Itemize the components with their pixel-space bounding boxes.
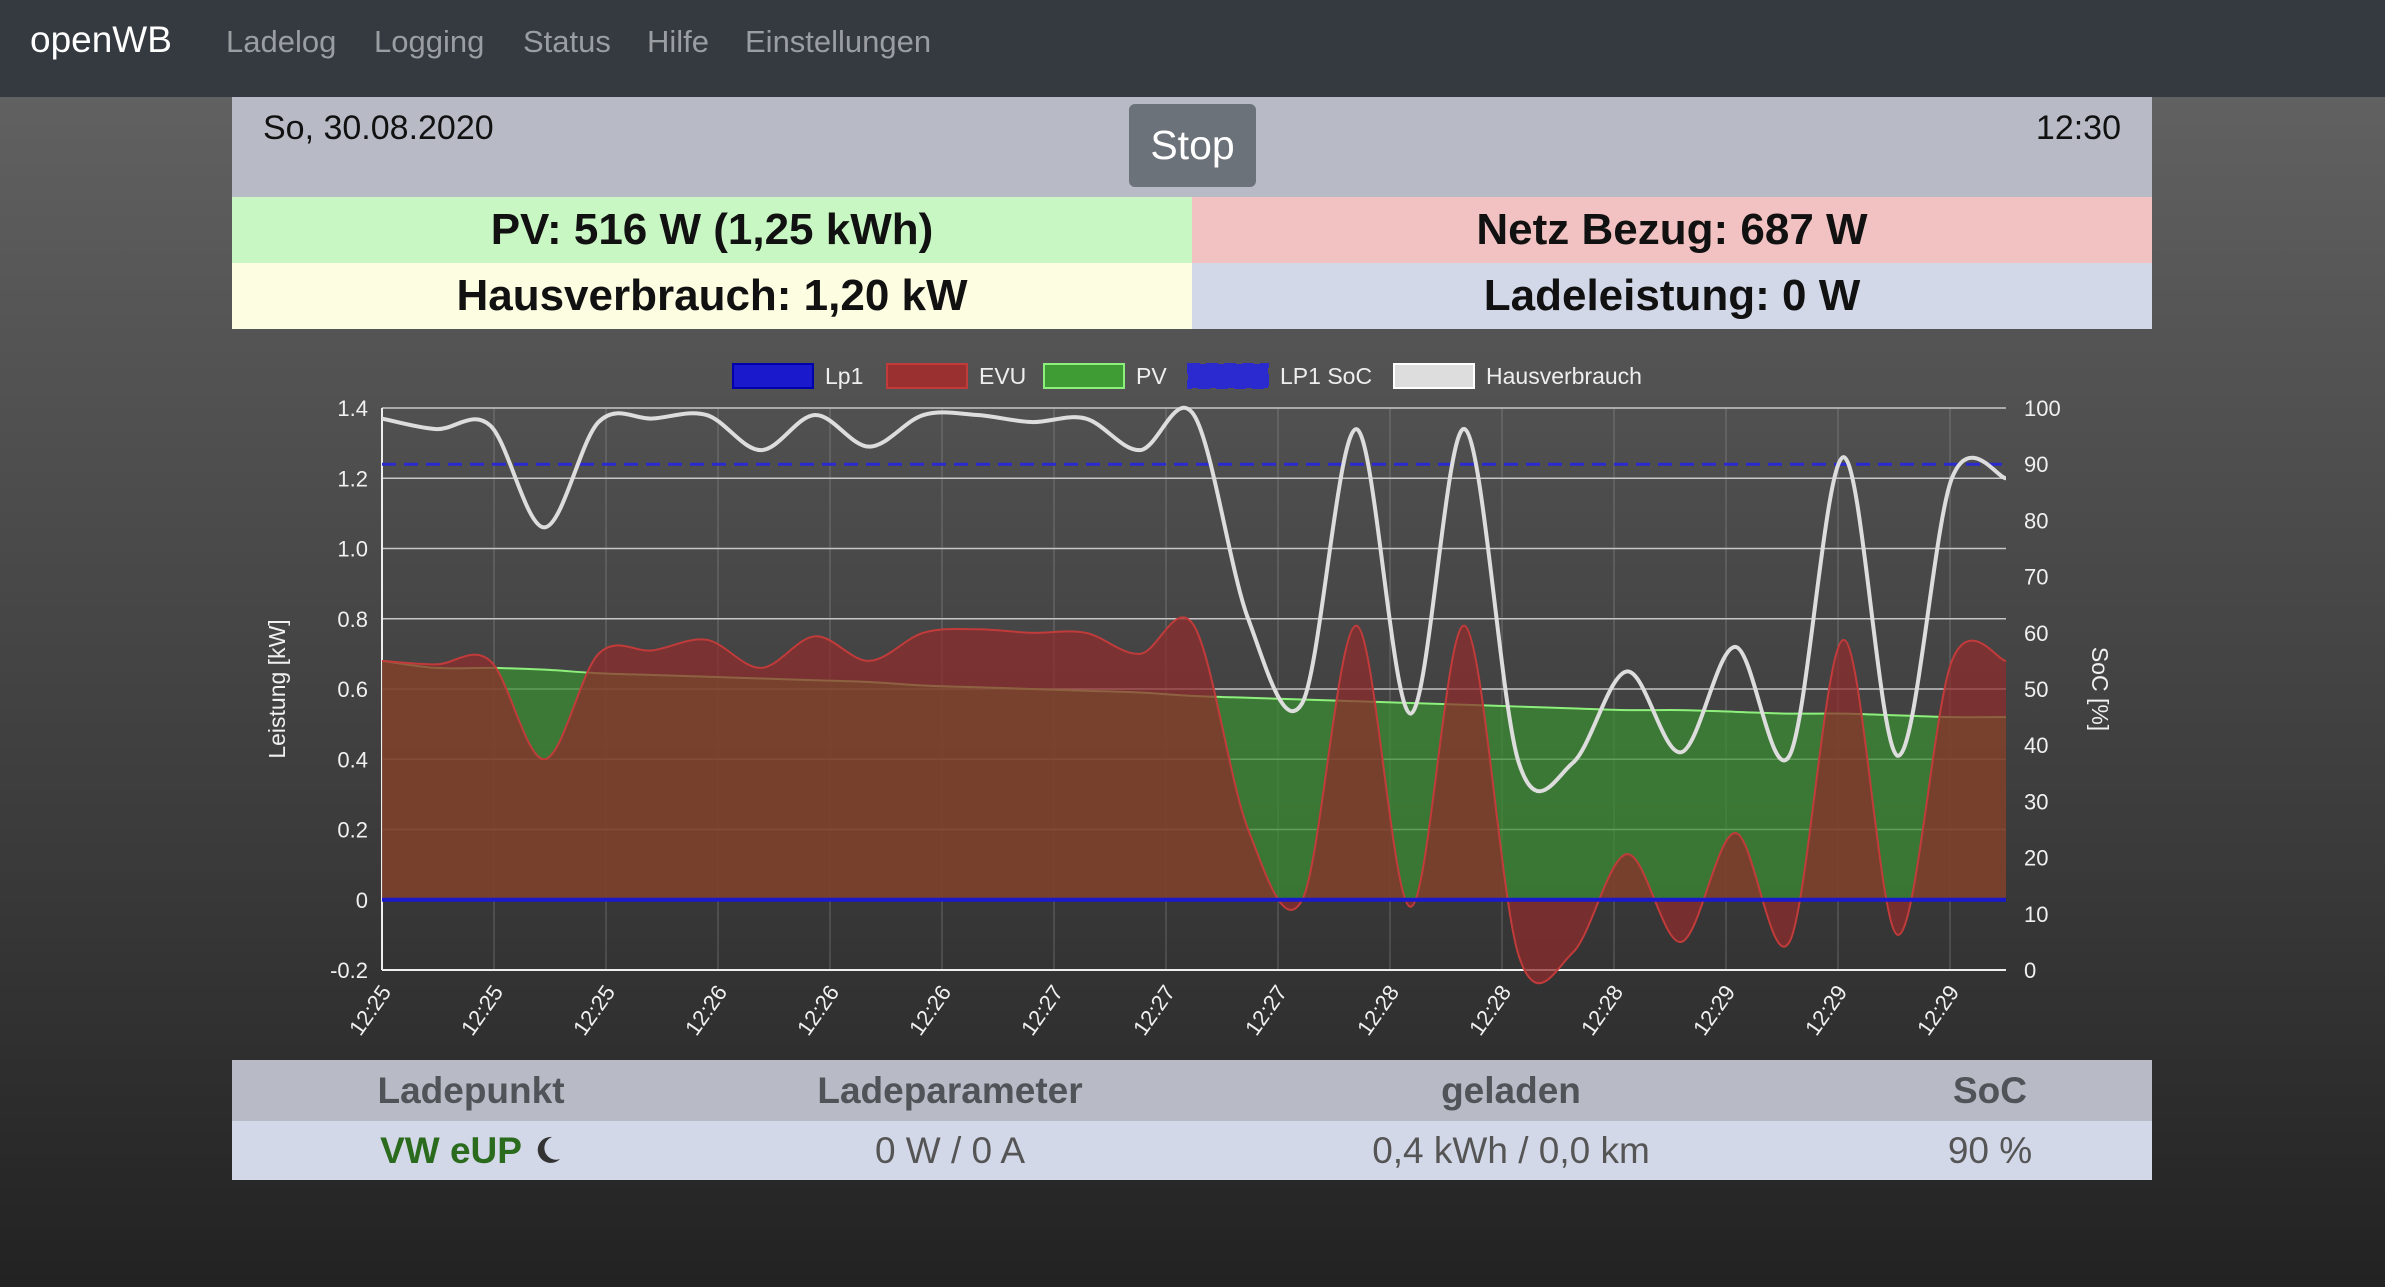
y2-tick-label: 10 [2024, 902, 2048, 927]
table-row: VW eUP 0 W / 0 A 0,4 kWh / 0,0 km 90 % [232, 1121, 2152, 1180]
legend-label: Lp1 [825, 363, 863, 389]
y2-tick-label: 30 [2024, 789, 2048, 814]
y-tick-label: 1.0 [337, 537, 368, 562]
pv-power-cell: PV: 516 W (1,25 kWh) [232, 197, 1192, 263]
status-header: So, 30.08.2020 Stop 12:30 [232, 97, 2152, 197]
legend-label: EVU [979, 363, 1026, 389]
column-header-ladeparameter: Ladeparameter [817, 1070, 1083, 1111]
y2-tick-label: 50 [2024, 677, 2048, 702]
legend-swatch [886, 363, 968, 389]
brand-logo[interactable]: openWB [30, 19, 172, 60]
soc-value: 90 % [1947, 1130, 2033, 1171]
x-tick-label: 12:25 [568, 981, 620, 1040]
legend-swatch [1393, 363, 1475, 389]
y-tick-label: 0.4 [337, 747, 368, 772]
table-header: Ladepunkt Ladeparameter geladen SoC [232, 1060, 2152, 1121]
y-tick-label: 1.4 [337, 396, 368, 421]
column-header-soc: SoC [1953, 1070, 2027, 1111]
x-tick-label: 12:25 [456, 981, 508, 1040]
y2-tick-label: 90 [2024, 452, 2048, 477]
y-tick-label: 0 [356, 888, 368, 913]
x-tick-label: 12:28 [1576, 981, 1628, 1040]
nav-link-hilfe[interactable]: Hilfe [647, 24, 710, 59]
x-tick-label: 12:29 [1912, 981, 1964, 1040]
legend-swatch [1043, 363, 1125, 389]
nav-link-einstellungen[interactable]: Einstellungen [745, 24, 932, 59]
current-time: 12:30 [2035, 109, 2121, 147]
x-tick-label: 12:25 [344, 981, 396, 1040]
y2-tick-label: 0 [2024, 958, 2036, 983]
x-tick-label: 12:26 [792, 981, 844, 1040]
vehicle-name[interactable]: VW eUP [380, 1130, 522, 1171]
navbar: openWB Ladelog Logging Status Hilfe Eins… [0, 0, 2385, 97]
column-header-ladepunkt: Ladepunkt [377, 1070, 565, 1111]
nav-link-status[interactable]: Status [523, 24, 611, 59]
x-tick-label: 12:28 [1352, 981, 1404, 1040]
stop-button[interactable]: Stop [1129, 104, 1256, 187]
chargepoint-cell[interactable]: VW eUP [380, 1121, 562, 1180]
nav-link-logging[interactable]: Logging [374, 24, 485, 59]
y2-tick-label: 60 [2024, 621, 2048, 646]
x-tick-label: 12:29 [1800, 981, 1852, 1040]
y2-tick-label: 70 [2024, 565, 2048, 590]
y-tick-label: 0.8 [337, 607, 368, 632]
power-chart: 1.41.21.00.80.60.40.20-0.210090807060504… [264, 363, 2113, 1040]
charged-energy-value: 0,4 kWh / 0,0 km [1372, 1130, 1650, 1171]
y-axis-label: Leistung [kW] [264, 619, 290, 758]
nav-link-ladelog[interactable]: Ladelog [226, 24, 337, 59]
column-header-geladen: geladen [1441, 1070, 1581, 1111]
charge-parameter-value: 0 W / 0 A [874, 1130, 1026, 1171]
legend-swatch [732, 363, 814, 389]
x-tick-label: 12:27 [1016, 981, 1068, 1040]
y2-tick-label: 40 [2024, 733, 2048, 758]
x-tick-label: 12:27 [1240, 981, 1292, 1040]
x-tick-label: 12:29 [1688, 981, 1740, 1040]
hausverbrauch-series-line [381, 405, 2007, 794]
y-tick-label: 0.6 [337, 677, 368, 702]
y2-tick-label: 80 [2024, 508, 2048, 533]
y-tick-label: 1.2 [337, 466, 368, 491]
x-tick-label: 12:26 [904, 981, 956, 1040]
y-tick-label: -0.2 [330, 958, 368, 983]
house-consumption-cell: Hausverbrauch: 1,20 kW [232, 263, 1192, 329]
moon-icon [532, 1124, 562, 1183]
charging-power-cell: Ladeleistung: 0 W [1192, 263, 2152, 329]
grid-import-cell: Netz Bezug: 687 W [1192, 197, 2152, 263]
legend-label: PV [1136, 363, 1167, 389]
y-tick-label: 0.2 [337, 818, 368, 843]
y2-tick-label: 20 [2024, 846, 2048, 871]
legend-label: Hausverbrauch [1486, 363, 1642, 389]
y2-axis-label: SoC [%] [2087, 647, 2113, 731]
x-tick-label: 12:28 [1464, 981, 1516, 1040]
evu-series-area [382, 617, 2006, 984]
legend-label: LP1 SoC [1280, 363, 1372, 389]
evu-series-line [381, 616, 2007, 985]
current-date: So, 30.08.2020 [263, 109, 494, 147]
y2-tick-label: 100 [2024, 396, 2061, 421]
x-tick-label: 12:27 [1128, 981, 1180, 1040]
x-tick-label: 12:26 [680, 981, 732, 1040]
legend-swatch [1187, 363, 1269, 389]
